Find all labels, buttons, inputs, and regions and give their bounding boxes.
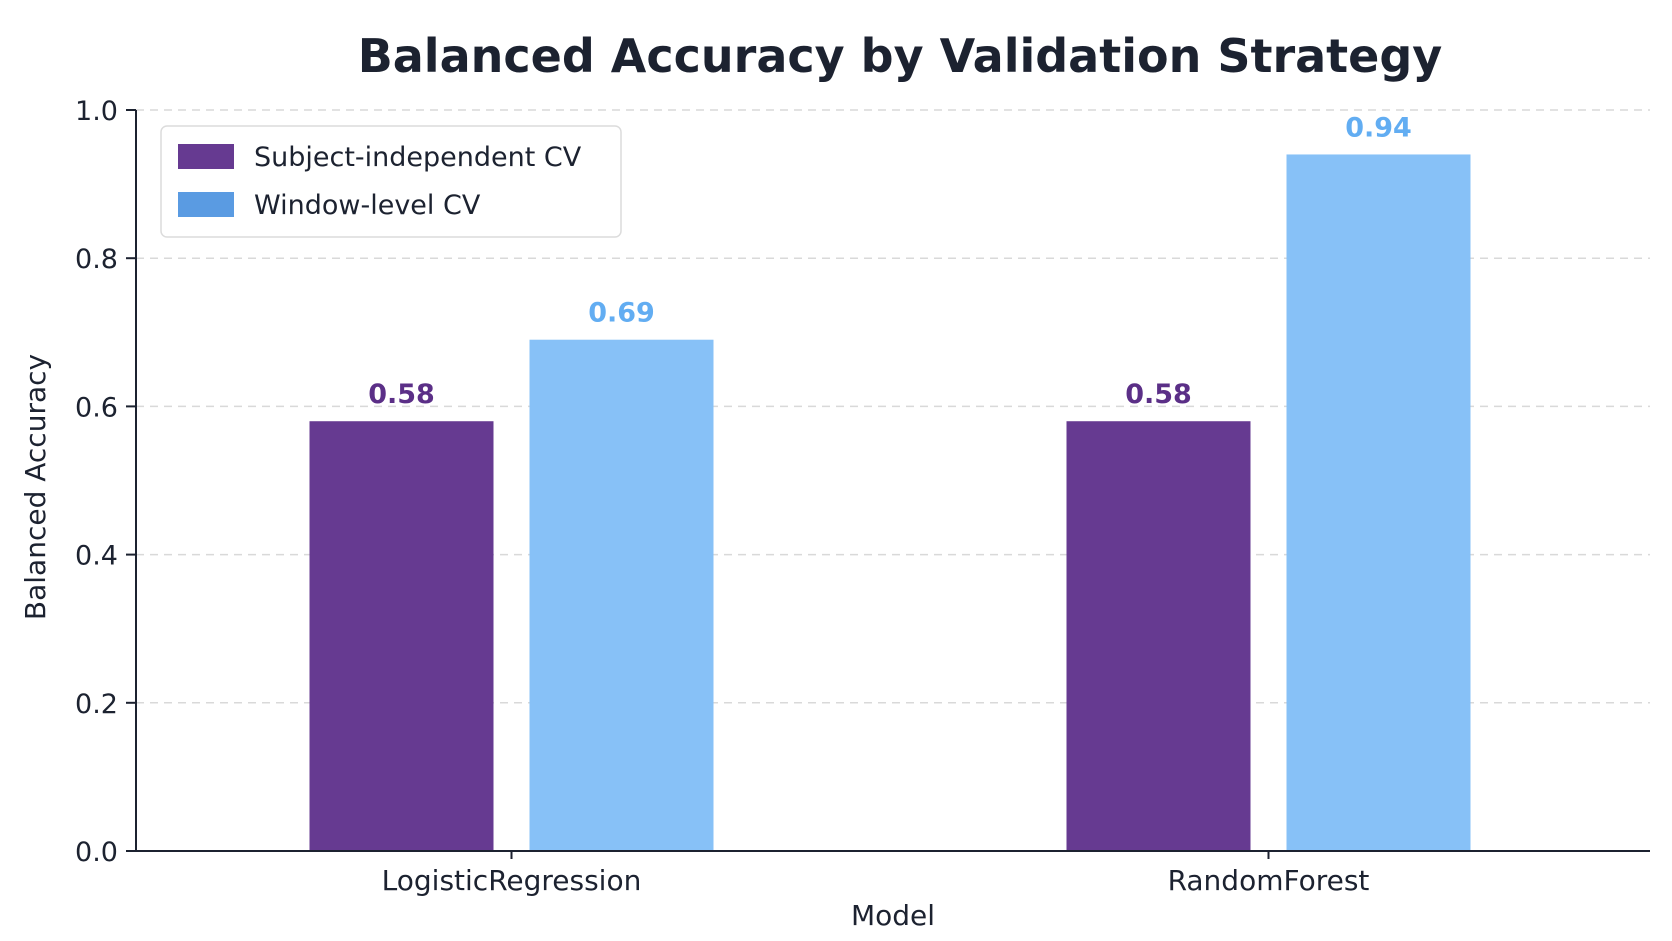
y-tick-label: 0.6 <box>75 392 118 423</box>
legend-swatch-subject-independent <box>178 144 234 169</box>
y-tick-label: 1.0 <box>75 96 118 127</box>
data-label: 0.58 <box>368 379 435 410</box>
legend-swatch-window-level <box>178 192 234 217</box>
data-label: 0.69 <box>588 298 655 329</box>
data-labels: 0.58 0.69 0.58 0.94 <box>368 112 1412 410</box>
y-axis-label: Balanced Accuracy <box>19 354 52 620</box>
y-tick-label: 0.2 <box>75 689 118 720</box>
y-tick-labels: 0.0 0.2 0.4 0.6 0.8 1.0 <box>75 96 136 868</box>
bar <box>1286 154 1471 851</box>
y-tick-label: 0.4 <box>75 541 118 572</box>
y-tick-label: 0.8 <box>75 244 118 275</box>
axes <box>135 110 1650 852</box>
legend: Subject-independent CV Window-level CV <box>160 125 622 238</box>
x-tick-labels: LogisticRegression RandomForest <box>382 851 1370 897</box>
legend-box <box>160 125 622 238</box>
chart-title: Balanced Accuracy by Validation Strategy <box>358 29 1443 83</box>
legend-label-window-level: Window-level CV <box>254 190 481 221</box>
x-tick-label: RandomForest <box>1168 864 1370 897</box>
x-tick-label: LogisticRegression <box>382 864 642 897</box>
data-label: 0.58 <box>1125 379 1192 410</box>
bar <box>309 421 494 851</box>
bar <box>529 339 714 851</box>
bars <box>309 154 1471 851</box>
data-label: 0.94 <box>1345 112 1412 143</box>
bar <box>1066 421 1251 851</box>
x-axis-label: Model <box>851 899 935 932</box>
y-tick-label: 0.0 <box>75 837 118 868</box>
legend-label-subject-independent: Subject-independent CV <box>254 142 582 173</box>
